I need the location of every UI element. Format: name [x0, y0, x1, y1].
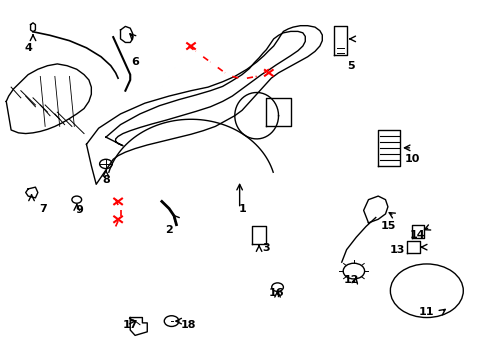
- Text: 6: 6: [131, 57, 139, 67]
- Text: 12: 12: [343, 275, 359, 285]
- Text: 5: 5: [347, 61, 355, 71]
- Text: 7: 7: [39, 203, 46, 213]
- Text: 18: 18: [181, 320, 196, 330]
- Text: 2: 2: [165, 225, 173, 235]
- Text: 11: 11: [418, 307, 434, 317]
- Text: 9: 9: [75, 205, 83, 215]
- Text: 17: 17: [122, 320, 138, 330]
- Text: 10: 10: [404, 154, 419, 163]
- Text: 4: 4: [24, 43, 32, 53]
- Text: 14: 14: [408, 230, 424, 240]
- Text: 16: 16: [268, 288, 284, 297]
- Text: 1: 1: [238, 203, 245, 213]
- Text: 15: 15: [380, 221, 395, 231]
- Text: 8: 8: [102, 175, 110, 185]
- Text: 13: 13: [389, 245, 405, 255]
- Text: 3: 3: [262, 243, 270, 253]
